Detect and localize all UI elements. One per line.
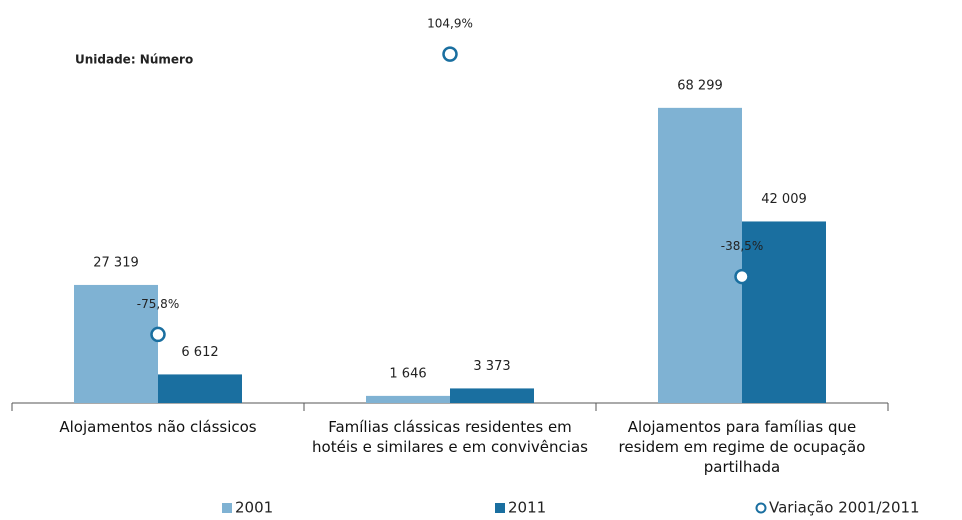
variation-marker	[150, 326, 166, 343]
x-tick-label: Famílias clássicas residentes em hotéis …	[312, 418, 588, 456]
value-label: 6 612	[181, 345, 218, 360]
value-label: 42 009	[761, 192, 807, 207]
value-label: -38,5%	[721, 239, 763, 253]
bar	[74, 284, 158, 403]
legend-marker	[222, 503, 232, 513]
value-label: -75,8%	[137, 297, 179, 311]
value-label: 27 319	[93, 255, 139, 270]
bar	[658, 107, 742, 403]
value-label: 104,9%	[427, 17, 473, 31]
value-label: 68 299	[677, 78, 723, 93]
legend-marker	[755, 502, 767, 514]
bar	[366, 395, 450, 403]
x-tick-label: Alojamentos para famílias que residem em…	[618, 418, 866, 476]
legend-marker	[495, 503, 505, 513]
variation-marker	[442, 46, 458, 62]
bar	[742, 221, 826, 403]
variation-marker	[734, 268, 750, 285]
legend-label: 2011	[508, 499, 546, 517]
bar	[158, 374, 242, 403]
x-tick-label: Alojamentos não clássicos	[59, 418, 257, 436]
value-label: 3 373	[473, 359, 510, 374]
unit-annotation: Unidade: Número	[75, 53, 193, 67]
legend-label: Variação 2001/2011	[769, 499, 920, 517]
bar	[450, 388, 534, 403]
value-label: 1 646	[389, 366, 426, 381]
legend-label: 2001	[235, 499, 273, 517]
